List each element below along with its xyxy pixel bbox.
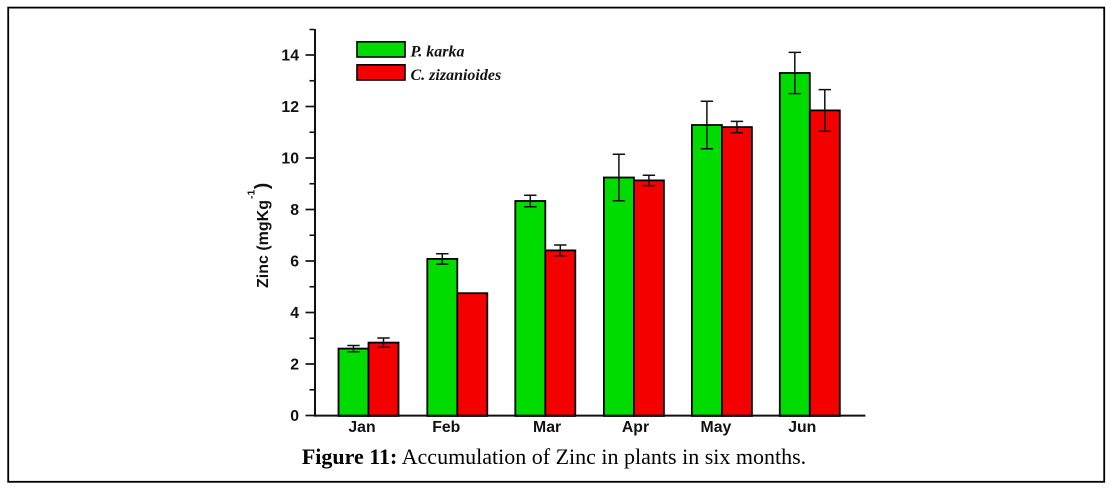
svg-text:2: 2: [290, 356, 299, 373]
svg-text:May: May: [701, 419, 732, 436]
svg-text:Mar: Mar: [533, 419, 561, 436]
svg-text:8: 8: [290, 202, 299, 219]
svg-text:Figure 11: Accumulation of Zin: Figure 11: Accumulation of Zinc in plant…: [302, 444, 806, 469]
svg-text:Zinc (mgKg-1): Zinc (mgKg-1): [246, 183, 274, 288]
svg-text:14: 14: [281, 47, 299, 64]
svg-text:6: 6: [290, 253, 299, 270]
svg-text:4: 4: [290, 305, 299, 322]
svg-text:12: 12: [281, 99, 299, 116]
svg-text:10: 10: [281, 150, 299, 167]
svg-text:Jan: Jan: [348, 419, 375, 436]
svg-text:C. zizanioides: C. zizanioides: [411, 67, 502, 84]
svg-text:P. karka: P. karka: [410, 43, 465, 60]
svg-text:Jun: Jun: [788, 419, 816, 436]
svg-text:Apr: Apr: [622, 419, 649, 436]
svg-text:0: 0: [290, 408, 299, 425]
svg-text:Feb: Feb: [432, 419, 460, 436]
